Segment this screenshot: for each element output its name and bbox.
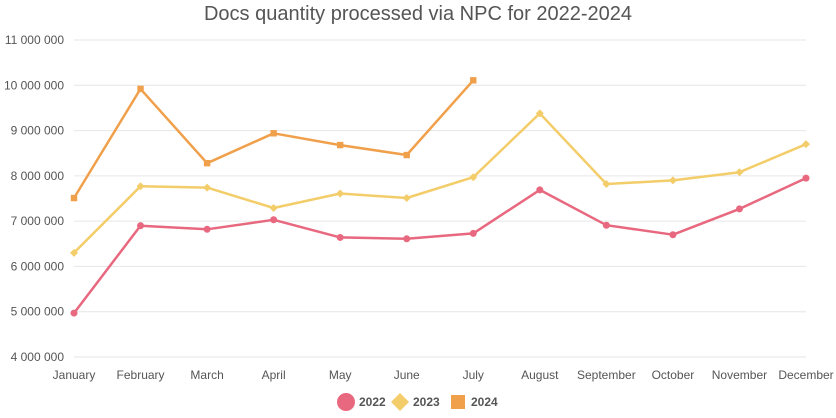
- series-line: [72, 112, 808, 255]
- data-point[interactable]: [270, 216, 278, 224]
- x-tick-label: June: [394, 368, 420, 382]
- data-point[interactable]: [203, 225, 211, 233]
- data-point[interactable]: [203, 183, 212, 192]
- data-point[interactable]: [802, 174, 810, 182]
- data-point[interactable]: [403, 235, 411, 243]
- series-line: [72, 176, 808, 315]
- series-2022: [70, 174, 810, 317]
- legend-item-2024[interactable]: 2024: [451, 395, 498, 409]
- data-point[interactable]: [336, 141, 344, 149]
- legend-label: 2022: [359, 395, 386, 409]
- data-point[interactable]: [70, 309, 78, 317]
- series-line: [72, 79, 475, 200]
- data-point[interactable]: [602, 180, 611, 189]
- x-axis-ticks: January February March April May June July Augu…: [53, 368, 834, 382]
- x-tick-label: August: [521, 368, 559, 382]
- data-point[interactable]: [270, 130, 277, 137]
- legend-item-2023[interactable]: 2023: [391, 393, 440, 411]
- gridlines: [74, 39, 806, 358]
- series-2024: [70, 77, 477, 202]
- data-point[interactable]: [669, 231, 677, 239]
- x-tick-label: April: [262, 368, 286, 382]
- legend-label: 2023: [413, 395, 440, 409]
- data-point[interactable]: [602, 221, 610, 229]
- series-2023: [70, 109, 810, 257]
- x-tick-label: December: [778, 368, 833, 382]
- data-point[interactable]: [535, 109, 544, 118]
- data-point[interactable]: [336, 189, 345, 198]
- x-tick-label: November: [712, 368, 767, 382]
- data-point[interactable]: [469, 229, 477, 237]
- y-tick-label: 11 000 000: [5, 33, 64, 47]
- y-axis-ticks: 4 000 000 5 000 000 6 000 000 7 000 000 8 00…: [4, 33, 64, 364]
- y-tick-label: 4 000 000: [11, 350, 65, 364]
- x-tick-label: May: [329, 368, 352, 382]
- x-tick-label: January: [53, 368, 96, 382]
- data-point[interactable]: [470, 77, 477, 84]
- legend-circle-icon: [337, 393, 355, 411]
- data-point[interactable]: [469, 173, 478, 182]
- data-point[interactable]: [70, 194, 78, 202]
- y-tick-label: 8 000 000: [11, 169, 65, 183]
- data-point[interactable]: [735, 168, 744, 177]
- data-point[interactable]: [203, 159, 211, 167]
- data-point[interactable]: [137, 222, 145, 230]
- data-point[interactable]: [136, 182, 145, 191]
- x-tick-label: February: [117, 368, 165, 382]
- chart-title: Docs quantity processed via NPC for 2022…: [204, 3, 632, 25]
- data-point[interactable]: [269, 204, 278, 213]
- x-tick-label: October: [652, 368, 695, 382]
- series-lines: [70, 77, 810, 317]
- x-tick-label: March: [190, 368, 223, 382]
- data-point[interactable]: [403, 151, 410, 159]
- y-tick-label: 6 000 000: [11, 259, 65, 273]
- data-point[interactable]: [402, 194, 411, 203]
- data-point[interactable]: [536, 186, 544, 194]
- legend: 2022 2023 2024: [337, 393, 498, 411]
- legend-diamond-icon: [391, 393, 409, 411]
- data-point[interactable]: [70, 248, 78, 257]
- legend-item-2022[interactable]: 2022: [337, 393, 386, 411]
- data-point[interactable]: [336, 233, 344, 241]
- y-tick-label: 5 000 000: [11, 305, 65, 319]
- data-point[interactable]: [137, 85, 144, 93]
- data-point[interactable]: [802, 140, 810, 149]
- legend-label: 2024: [471, 395, 498, 409]
- y-tick-label: 10 000 000: [4, 78, 64, 92]
- legend-square-icon: [451, 395, 465, 409]
- y-tick-label: 7 000 000: [11, 214, 65, 228]
- y-tick-label: 9 000 000: [11, 124, 65, 138]
- x-tick-label: September: [577, 368, 636, 382]
- data-point[interactable]: [735, 205, 743, 213]
- data-point[interactable]: [668, 176, 677, 185]
- x-tick-label: July: [463, 368, 484, 382]
